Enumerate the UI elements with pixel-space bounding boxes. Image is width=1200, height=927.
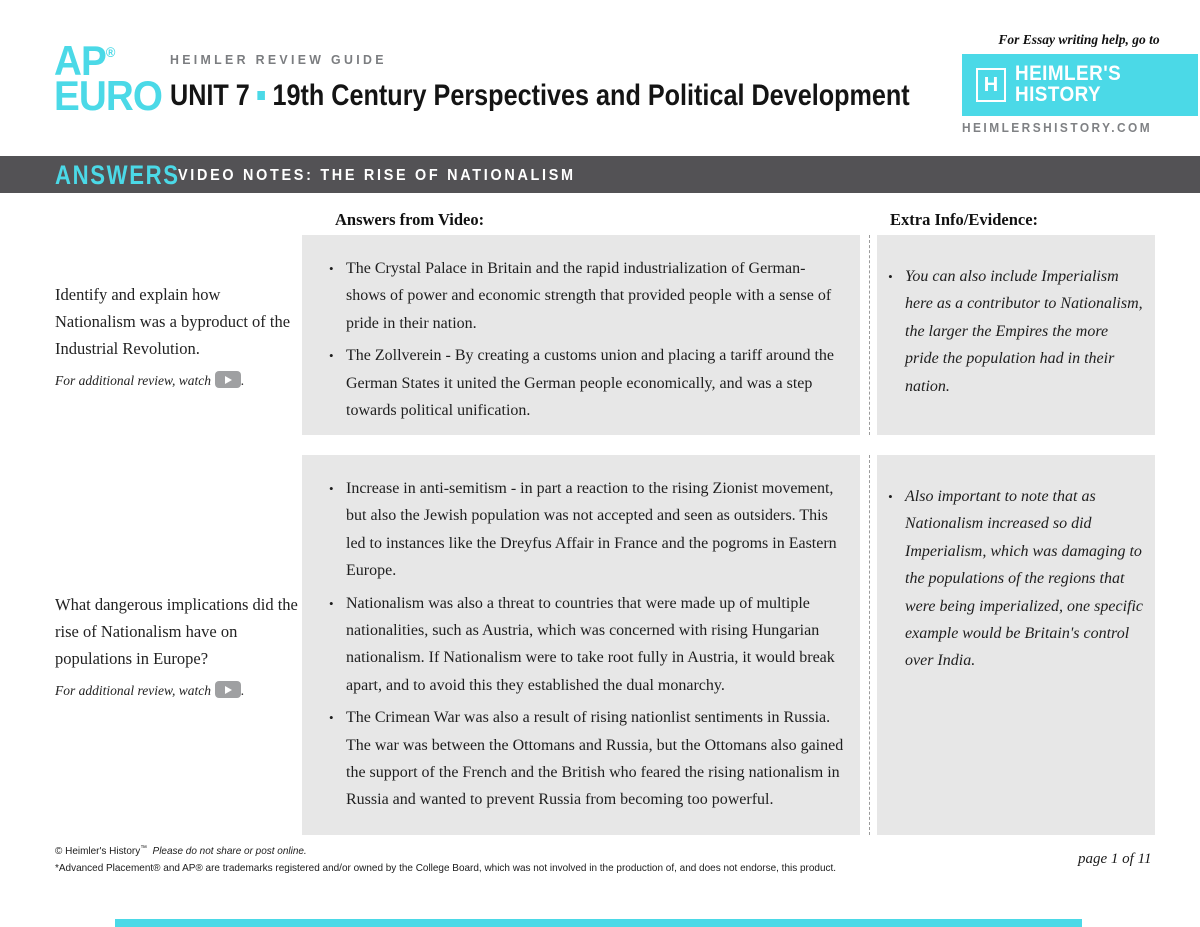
- unit-title-text: 19th Century Perspectives and Political …: [272, 79, 910, 112]
- review-note-text: For additional review, watch: [55, 373, 211, 388]
- answers-list-1: The Crystal Palace in Britain and the ra…: [302, 235, 860, 424]
- essay-help-note: For Essay writing help, go to: [998, 32, 1160, 47]
- play-video-icon[interactable]: [214, 681, 241, 698]
- brand-name-line1: HEIMLER'S: [1015, 62, 1122, 86]
- question-1: Identify and explain how Nationalism was…: [55, 235, 303, 435]
- page-title: UNIT 7 19th Century Perspectives and Poli…: [170, 79, 910, 113]
- bullet-item: The Crimean War was also a result of ris…: [329, 704, 846, 814]
- question-1-review-note: For additional review, watch.: [55, 371, 303, 389]
- bullet-item: Increase in anti-semitism - in part a re…: [329, 475, 846, 585]
- answers-cell-1: The Crystal Palace in Britain and the ra…: [302, 235, 860, 435]
- answers-cell-2: Increase in anti-semitism - in part a re…: [302, 455, 860, 835]
- review-note-text: For additional review, watch: [55, 683, 211, 698]
- bullet-item: The Crystal Palace in Britain and the ra…: [329, 255, 846, 337]
- heimlers-history-logo-icon: H: [976, 68, 1006, 102]
- extra-list-2: Also important to note that as Nationali…: [877, 455, 1155, 675]
- copyright-line: © Heimler's History™ Please do not share …: [55, 845, 307, 857]
- bullet-item: Also important to note that as Nationali…: [888, 483, 1145, 675]
- question-1-text: Identify and explain how Nationalism was…: [55, 285, 291, 358]
- answers-column-header: Answers from Video:: [335, 210, 485, 229]
- share-note: Please do not share or post online.: [152, 845, 307, 857]
- question-2: What dangerous implications did the rise…: [55, 455, 303, 835]
- answers-label: ANSWERS: [55, 160, 180, 190]
- tm-mark: ™: [140, 845, 147, 852]
- question-2-review-note: For additional review, watch.: [55, 681, 303, 699]
- ap-logo-line1: AP: [54, 37, 107, 84]
- extra-list-1: You can also include Imperialism here as…: [877, 235, 1155, 400]
- review-note-period: .: [240, 683, 245, 698]
- heimlers-history-banner[interactable]: H HEIMLER'S HISTORY: [962, 54, 1198, 116]
- bullet-item: You can also include Imperialism here as…: [888, 263, 1145, 400]
- copyright-text: © Heimler's History: [55, 845, 141, 857]
- review-note-period: .: [240, 373, 245, 388]
- column-divider: [869, 235, 870, 435]
- page-number: page 1 of 11: [1078, 851, 1152, 867]
- brand-url[interactable]: HEIMLERSHISTORY.COM: [962, 121, 1153, 135]
- brand-name: HEIMLER'S HISTORY: [1015, 64, 1121, 105]
- answers-list-2: Increase in anti-semitism - in part a re…: [302, 455, 860, 814]
- extra-cell-1: You can also include Imperialism here as…: [877, 235, 1155, 435]
- registered-mark: ®: [105, 44, 116, 60]
- play-video-icon[interactable]: [214, 371, 241, 388]
- extra-cell-2: Also important to note that as Nationali…: [877, 455, 1155, 835]
- bullet-item: The Zollverein - By creating a customs u…: [329, 342, 846, 424]
- trademark-disclaimer: *Advanced Placement® and AP® are tradema…: [55, 862, 837, 874]
- question-2-text: What dangerous implications did the rise…: [55, 595, 298, 668]
- brand-name-line2: HISTORY: [1015, 83, 1102, 106]
- section-banner: ANSWERS VIDEO NOTES: THE RISE OF NATIONA…: [0, 156, 1200, 193]
- bottom-accent-bar: [115, 919, 1082, 927]
- review-guide-kicker: HEIMLER REVIEW GUIDE: [170, 52, 387, 67]
- extra-column-header: Extra Info/Evidence:: [890, 210, 1039, 229]
- ap-logo-line2: EURO: [54, 71, 163, 119]
- unit-label: UNIT 7: [170, 79, 250, 112]
- video-notes-title: VIDEO NOTES: THE RISE OF NATIONALISM: [178, 167, 576, 184]
- bullet-item: Nationalism was also a threat to countri…: [329, 590, 846, 700]
- ap-euro-logo: AP® EURO: [54, 40, 163, 119]
- column-divider: [869, 455, 870, 835]
- title-separator-square: [257, 90, 265, 100]
